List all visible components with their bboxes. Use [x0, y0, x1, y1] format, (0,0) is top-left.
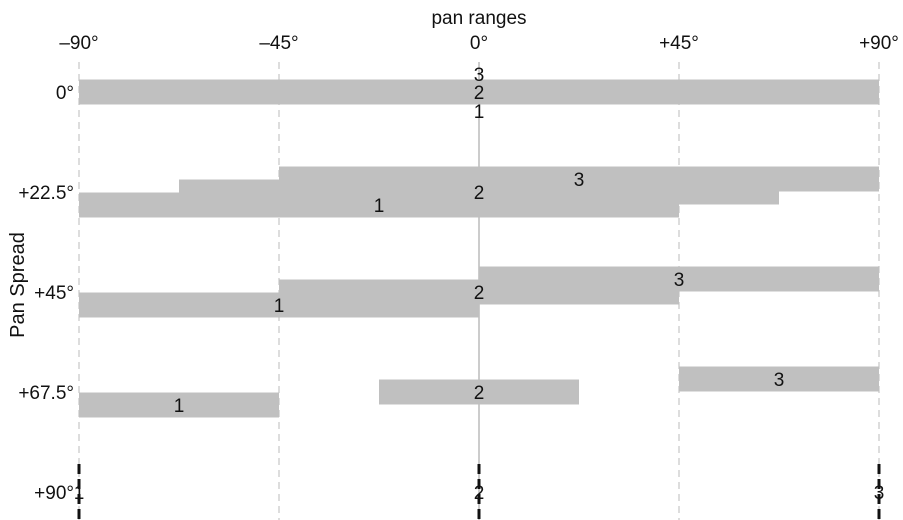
bar-label-row-0-series-3: 3	[474, 65, 485, 86]
row-label-0: 0°	[56, 83, 74, 104]
point-label-1: 1	[74, 483, 85, 504]
bar-label-row-0-series-1: 1	[474, 102, 485, 123]
bar-label-row-0-series-2: 2	[474, 83, 485, 104]
x-tick-label-3: +45°	[659, 33, 699, 54]
bar-label-row-2-series-2: 2	[474, 283, 485, 304]
bar-layer	[77, 79, 881, 520]
x-tick-label-4: +90°	[859, 33, 899, 54]
bar-label-row-2-series-3: 3	[674, 270, 685, 291]
bar-label-row-1-series-3: 3	[574, 170, 585, 191]
bar-label-row-1-series-1: 1	[374, 196, 385, 217]
x-tick-label-1: –45°	[259, 33, 298, 54]
bar-label-row-3-series-2: 2	[474, 383, 485, 404]
bar-row-2-series-3	[479, 266, 879, 292]
x-tick-label-2: 0°	[470, 33, 488, 54]
bar-label-row-3-series-3: 3	[774, 370, 785, 391]
bar-row-3-series-2	[379, 379, 579, 405]
label-layer: –90° –45° 0° +45° +90°0°123+22.5°123+45°123+…	[18, 33, 899, 504]
y-axis-label: Pan Spread	[7, 232, 29, 338]
x-tick-label-0: –90°	[59, 33, 98, 54]
bar-label-row-2-series-1: 1	[274, 296, 285, 317]
bar-row-0-series-3	[79, 79, 879, 105]
bar-row-3-series-1	[79, 392, 279, 418]
bar-row-1-series-3	[279, 166, 879, 192]
row-label-1: +22.5°	[18, 183, 74, 204]
bar-row-3-series-3	[679, 366, 879, 392]
bar-label-row-3-series-1: 1	[174, 396, 185, 417]
row-label-4: +90°	[34, 483, 74, 504]
row-label-3: +67.5°	[18, 383, 74, 404]
point-label-2: 2	[474, 483, 485, 504]
chart-title: pan ranges	[431, 8, 526, 29]
bar-label-row-1-series-2: 2	[474, 183, 485, 204]
point-label-3: 3	[874, 483, 885, 504]
row-label-2: +45°	[34, 283, 74, 304]
